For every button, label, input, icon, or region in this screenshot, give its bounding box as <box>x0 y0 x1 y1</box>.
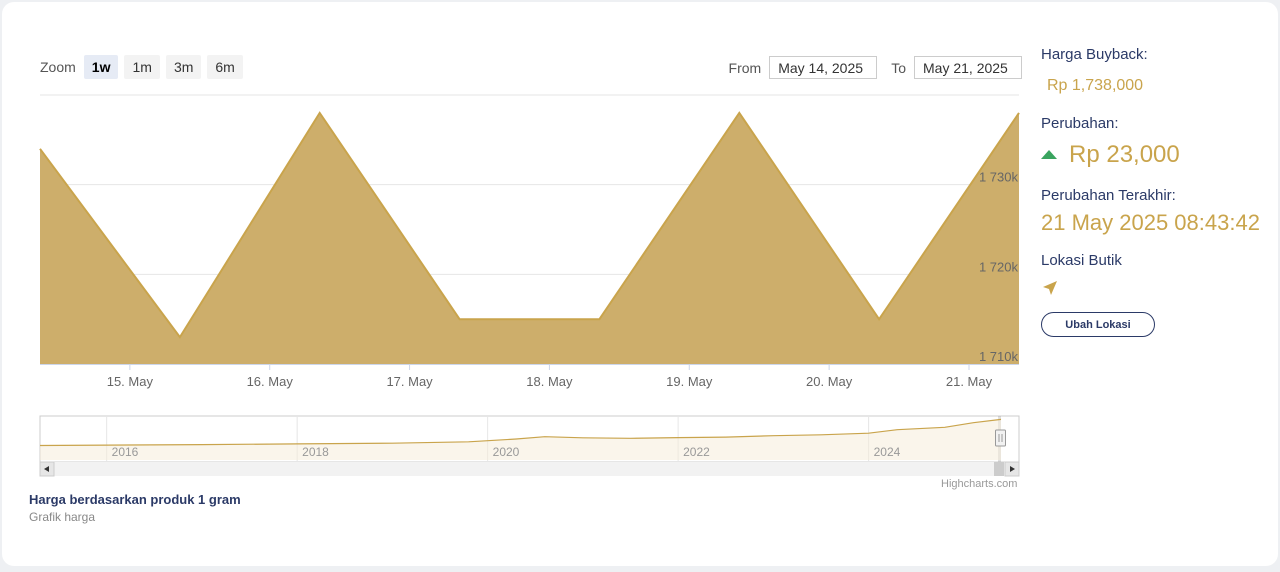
y-tick-label: 1 720k <box>979 259 1019 274</box>
y-axis-labels: 1 710k 1 720k 1 730k <box>979 170 1019 364</box>
navigator-line <box>39 418 1002 447</box>
buyback-label: Harga Buyback: <box>1041 46 1148 63</box>
zoom-1m-button[interactable]: 1m <box>124 55 160 79</box>
navigator-year-label: 2024 <box>874 445 901 459</box>
change-label: Perubahan: <box>1041 115 1119 132</box>
to-label: To <box>891 59 906 76</box>
price-info-panel: Harga Buyback: Rp 1,738,000 Perubahan: R… <box>1041 46 1271 337</box>
to-date-input[interactable] <box>914 56 1022 79</box>
x-tick-label: 20. May <box>806 374 853 389</box>
zoom-3m-button[interactable]: 3m <box>165 55 202 79</box>
from-label: From <box>728 59 762 76</box>
chart-footer-title: Harga berdasarkan produk 1 gram <box>29 492 241 507</box>
change-value: Rp 23,000 <box>1069 141 1180 168</box>
navigator-year-labels: 2016 2018 2020 2022 2024 <box>112 445 901 459</box>
x-tick-label: 15. May <box>107 374 154 389</box>
x-tick-label: 16. May <box>247 374 294 389</box>
date-range: From To <box>723 56 1022 79</box>
location-label: Lokasi Butik <box>1041 252 1122 269</box>
change-location-button[interactable]: Ubah Lokasi <box>1041 312 1155 337</box>
scrollbar-thumb[interactable] <box>994 462 1004 476</box>
scrollbar[interactable] <box>39 461 1020 477</box>
highcharts-credit[interactable]: Highcharts.com <box>941 478 1018 490</box>
navigator-year-label: 2018 <box>302 445 329 459</box>
chevron-right-icon <box>1010 466 1015 472</box>
navigator-year-label: 2016 <box>112 445 139 459</box>
price-area <box>40 112 1019 365</box>
scrollbar-track[interactable] <box>40 462 1019 476</box>
x-tick-label: 21. May <box>946 374 993 389</box>
x-tick-label: 18. May <box>526 374 573 389</box>
x-tick-label: 17. May <box>386 374 433 389</box>
navigator-year-label: 2020 <box>493 445 520 459</box>
zoom-6m-button[interactable]: 6m <box>207 55 243 79</box>
x-axis-labels: 15. May 16. May 17. May 18. May 19. May 20. M… <box>107 364 993 389</box>
chevron-left-icon <box>44 466 49 472</box>
y-tick-label: 1 730k <box>979 170 1019 185</box>
from-date-input[interactable] <box>769 56 878 79</box>
price-line <box>39 111 1020 339</box>
navigator-handle-left[interactable] <box>995 429 1006 447</box>
zoom-label: Zoom <box>40 59 76 75</box>
navigator-area <box>40 419 1001 460</box>
y-tick-label: 1 710k <box>979 349 1019 364</box>
arrow-up-icon <box>1041 150 1057 160</box>
location-arrow-icon[interactable] <box>1041 279 1271 302</box>
last-change-value: 21 May 2025 08:43:42 <box>1041 210 1260 235</box>
price-chart: 1 710k 1 720k 1 730k 15. May 16. May 17. May… <box>39 94 1020 477</box>
navigator-year-label: 2022 <box>683 445 710 459</box>
chart-footer-subtitle: Grafik harga <box>29 510 96 524</box>
change-row: Rp 23,000 <box>1041 141 1271 169</box>
x-tick-label: 19. May <box>666 374 713 389</box>
zoom-1w-button[interactable]: 1w <box>83 55 119 79</box>
zoom-selector: Zoom 1w 1m 3m 6m <box>40 55 243 79</box>
navigator[interactable]: 2016 2018 2020 2022 2024 <box>39 415 1020 463</box>
buyback-value: Rp 1,738,000 <box>1047 77 1144 94</box>
last-change-label: Perubahan Terakhir: <box>1041 187 1176 204</box>
